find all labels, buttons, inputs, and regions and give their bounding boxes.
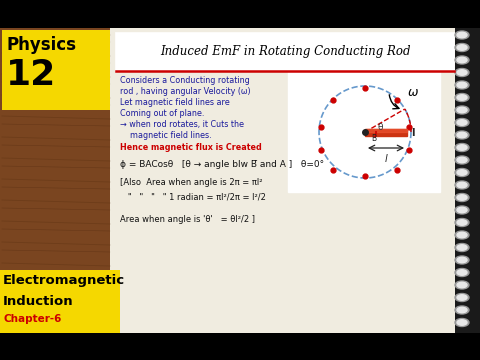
Text: Hence magnetic flux is Created: Hence magnetic flux is Created xyxy=(120,143,262,152)
Bar xyxy=(116,33,454,71)
Text: ϕ = BACosθ   [θ → angle blw B̅ and A ]   θ=0°: ϕ = BACosθ [θ → angle blw B̅ and A ] θ=0… xyxy=(120,160,324,169)
Ellipse shape xyxy=(455,243,469,252)
Ellipse shape xyxy=(457,195,467,200)
Bar xyxy=(0,333,480,360)
Ellipse shape xyxy=(455,68,469,77)
Ellipse shape xyxy=(455,306,469,314)
Text: Physics: Physics xyxy=(6,36,76,54)
Ellipse shape xyxy=(457,307,467,313)
Ellipse shape xyxy=(457,257,467,263)
Ellipse shape xyxy=(457,132,467,138)
Ellipse shape xyxy=(457,157,467,163)
Ellipse shape xyxy=(457,45,467,50)
Ellipse shape xyxy=(455,81,469,89)
Bar xyxy=(110,28,455,333)
Ellipse shape xyxy=(457,70,467,75)
Ellipse shape xyxy=(457,82,467,88)
Ellipse shape xyxy=(457,57,467,63)
Ellipse shape xyxy=(455,194,469,202)
Ellipse shape xyxy=(457,320,467,325)
Ellipse shape xyxy=(457,207,467,213)
Ellipse shape xyxy=(455,31,469,39)
Text: Induced EmF in Rotating Conducting Rod: Induced EmF in Rotating Conducting Rod xyxy=(160,45,410,58)
Ellipse shape xyxy=(457,270,467,275)
Ellipse shape xyxy=(455,231,469,239)
Bar xyxy=(0,28,112,333)
Ellipse shape xyxy=(455,293,469,302)
Ellipse shape xyxy=(455,269,469,276)
Text: rod , having angular Velocity (ω): rod , having angular Velocity (ω) xyxy=(120,87,251,96)
Ellipse shape xyxy=(457,170,467,175)
Text: → when rod rotates, it Cuts the: → when rod rotates, it Cuts the xyxy=(120,120,244,129)
Text: Considers a Conducting rotating: Considers a Conducting rotating xyxy=(120,76,250,85)
Text: Chapter-6: Chapter-6 xyxy=(3,314,61,324)
Ellipse shape xyxy=(455,181,469,189)
Bar xyxy=(0,270,120,333)
Ellipse shape xyxy=(457,245,467,250)
Ellipse shape xyxy=(455,256,469,264)
Ellipse shape xyxy=(455,94,469,102)
Text: θ: θ xyxy=(378,123,384,132)
Ellipse shape xyxy=(455,219,469,226)
Ellipse shape xyxy=(455,319,469,327)
Text: Coming out of plane.: Coming out of plane. xyxy=(120,109,204,118)
Ellipse shape xyxy=(455,281,469,289)
Ellipse shape xyxy=(457,282,467,288)
Text: B: B xyxy=(371,134,376,143)
Bar xyxy=(288,72,440,192)
Text: "   "   "   " 1 radian = πl²/2π = l²/2: " " " " 1 radian = πl²/2π = l²/2 xyxy=(120,192,266,201)
Ellipse shape xyxy=(457,145,467,150)
Ellipse shape xyxy=(455,144,469,152)
Ellipse shape xyxy=(455,206,469,214)
Text: [Also  Area when angle is 2π = πl²: [Also Area when angle is 2π = πl² xyxy=(120,178,263,187)
Ellipse shape xyxy=(457,95,467,100)
Text: Induction: Induction xyxy=(3,295,73,308)
Text: I: I xyxy=(411,128,415,138)
Bar xyxy=(2,30,110,110)
Ellipse shape xyxy=(455,106,469,114)
Ellipse shape xyxy=(455,156,469,164)
Ellipse shape xyxy=(457,295,467,300)
Ellipse shape xyxy=(455,56,469,64)
Ellipse shape xyxy=(457,32,467,38)
Bar xyxy=(365,129,407,136)
Text: ω: ω xyxy=(408,86,419,99)
Ellipse shape xyxy=(455,131,469,139)
Text: Electromagnetic: Electromagnetic xyxy=(3,274,125,287)
Text: 12: 12 xyxy=(6,58,56,92)
Text: Area when angle is 'θ'   = θl²/2 ]: Area when angle is 'θ' = θl²/2 ] xyxy=(120,215,255,224)
Ellipse shape xyxy=(457,182,467,188)
Bar xyxy=(365,129,407,132)
Text: Let magnetic field lines are: Let magnetic field lines are xyxy=(120,98,230,107)
Bar xyxy=(0,0,480,28)
Text: l: l xyxy=(384,154,387,164)
Ellipse shape xyxy=(457,220,467,225)
Text: magnetic field lines.: magnetic field lines. xyxy=(120,131,212,140)
Ellipse shape xyxy=(457,232,467,238)
Ellipse shape xyxy=(455,118,469,126)
Ellipse shape xyxy=(457,120,467,125)
Ellipse shape xyxy=(455,44,469,51)
Ellipse shape xyxy=(457,107,467,113)
Ellipse shape xyxy=(455,168,469,176)
